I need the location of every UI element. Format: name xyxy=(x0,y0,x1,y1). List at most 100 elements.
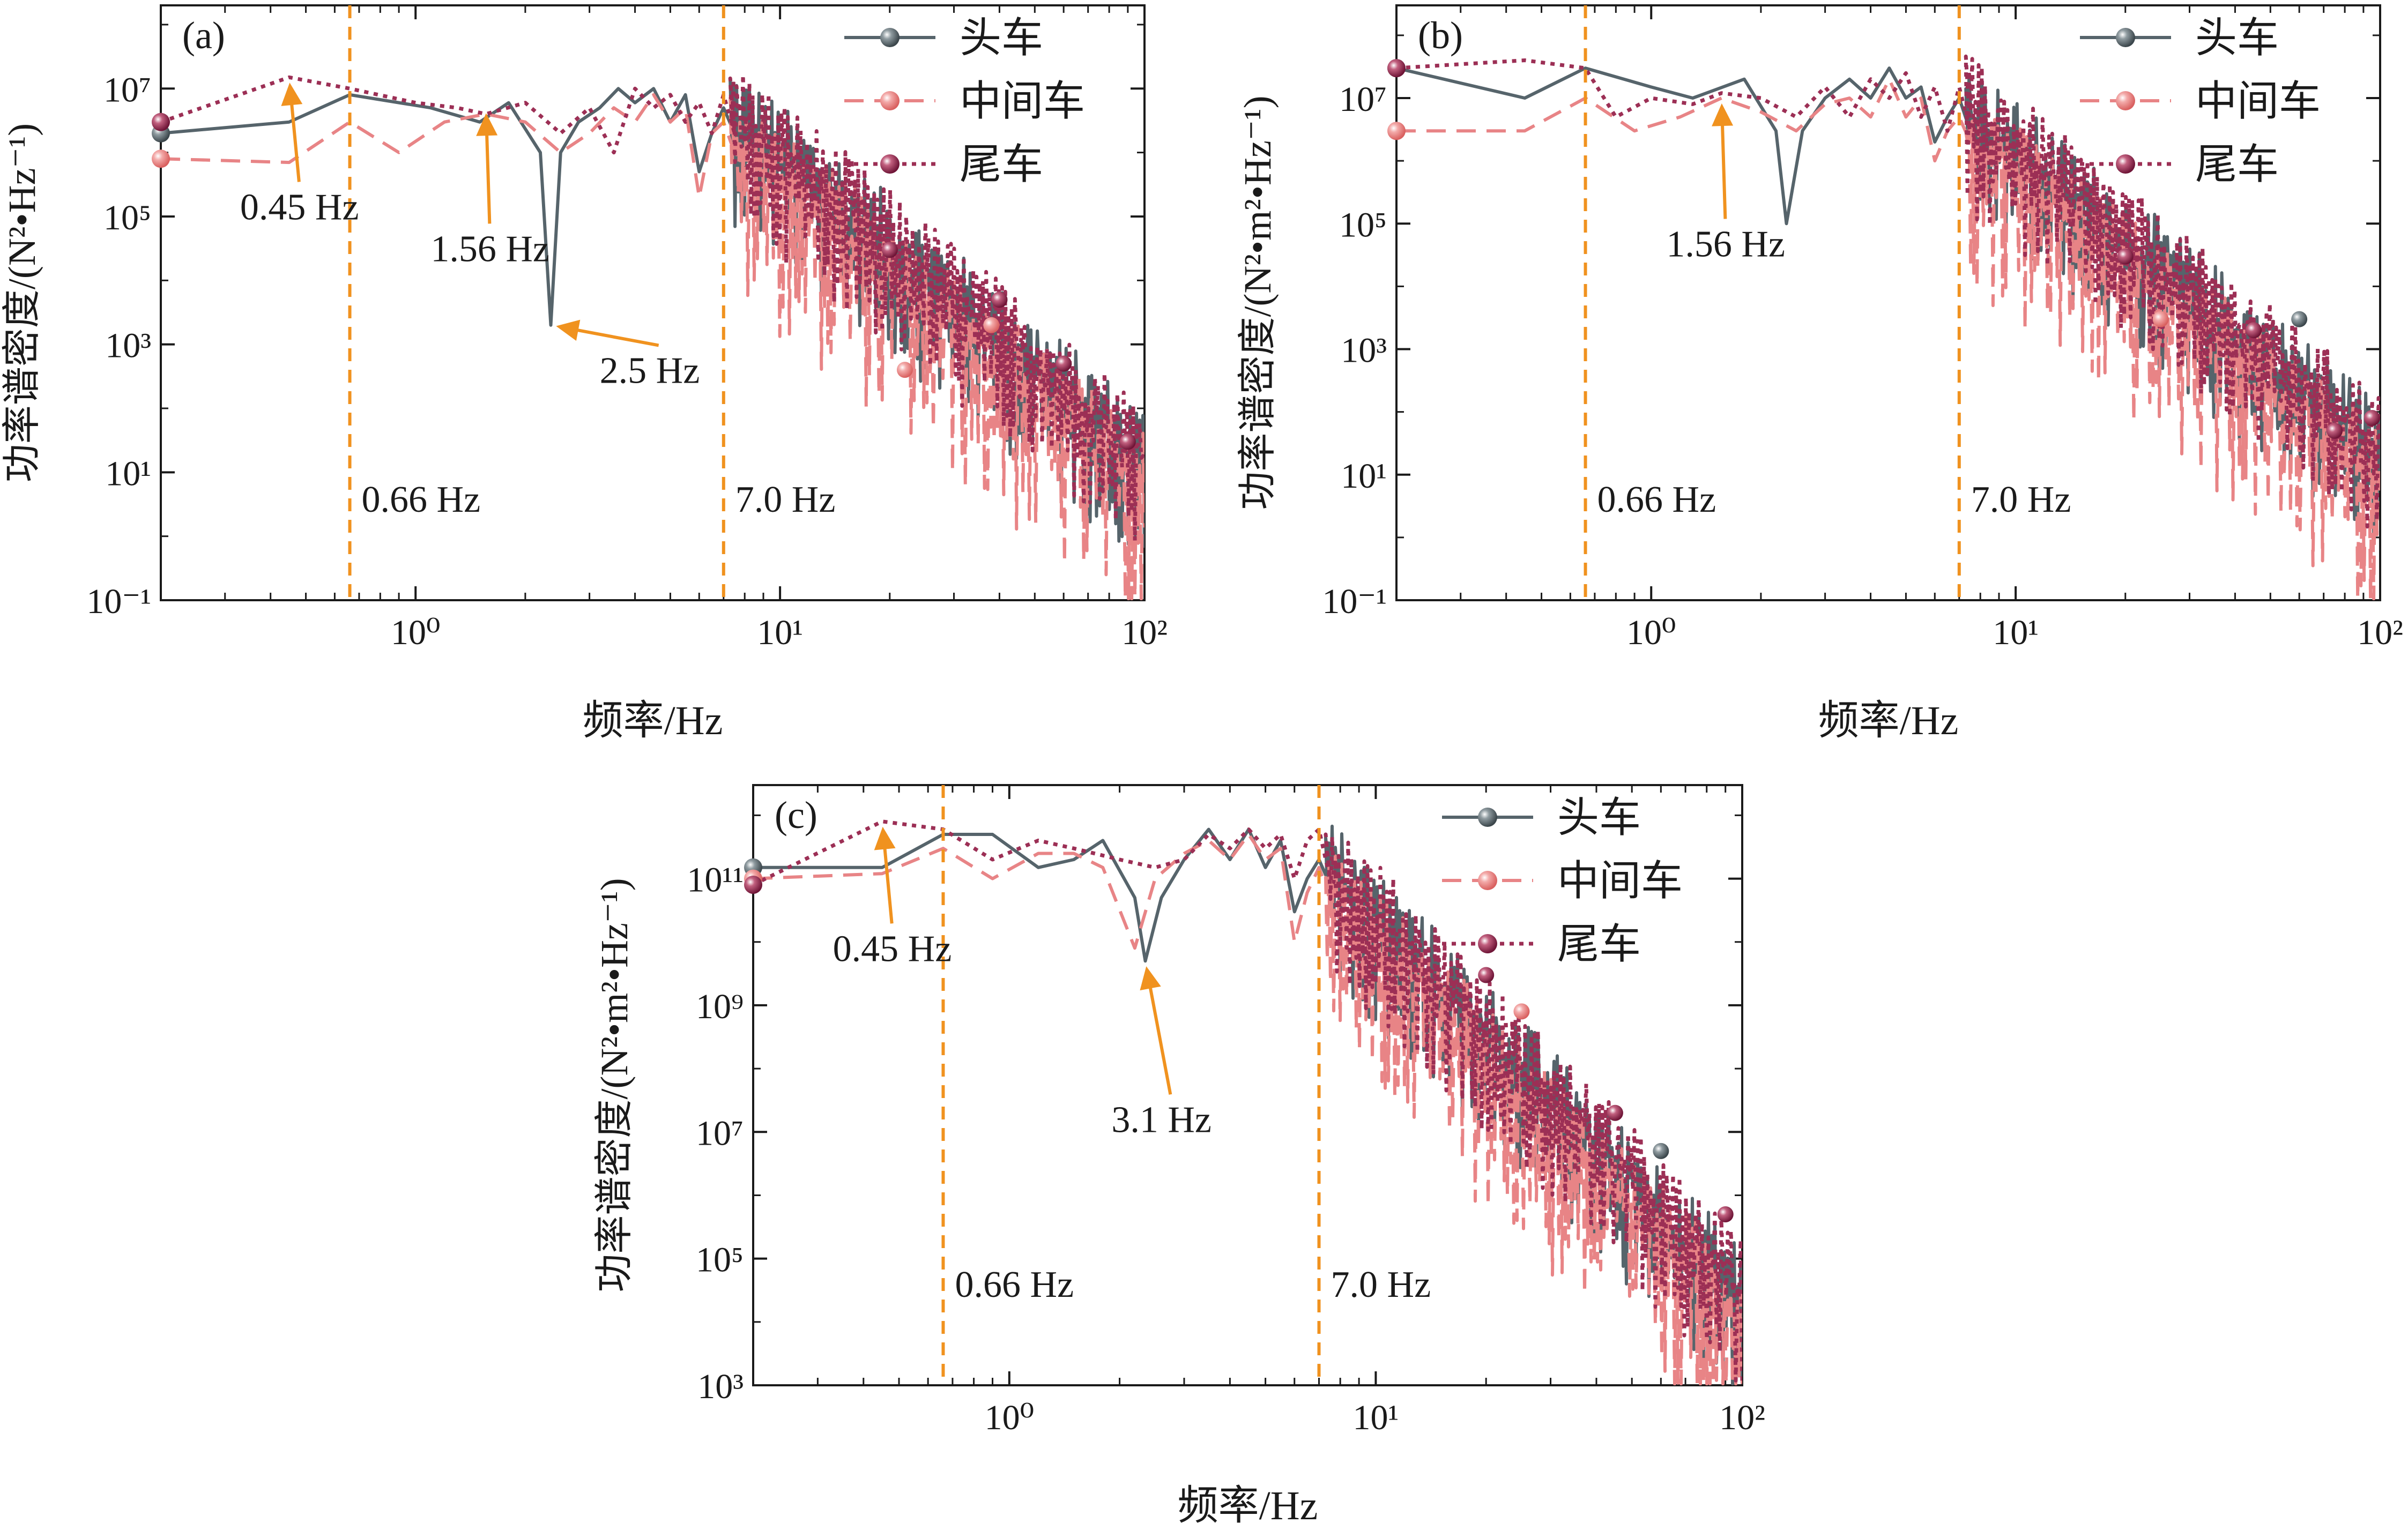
x-tick-label: 10⁰ xyxy=(391,613,440,652)
annotation-arrowhead xyxy=(556,319,581,341)
y-axis-label: 功率谱密度/(N²•Hz⁻¹) xyxy=(1,123,43,482)
annotation-arrow xyxy=(485,129,492,224)
plot-area xyxy=(753,819,1742,1385)
annotation-label: 3.1 Hz xyxy=(1111,1099,1212,1140)
series-marker-middle xyxy=(2152,311,2169,327)
legend-marker-head xyxy=(2116,28,2135,47)
series-line-middle xyxy=(753,833,1742,1385)
y-tick-label: 10¹¹ xyxy=(687,861,744,900)
x-tick-label: 10¹ xyxy=(1353,1398,1399,1437)
series-marker-tail xyxy=(1119,434,1136,450)
legend-label-tail: 尾车 xyxy=(2195,141,2279,188)
annotation-arrowhead xyxy=(1140,966,1161,991)
legend-label-middle: 中间车 xyxy=(960,78,1085,124)
legend-marker-tail xyxy=(880,154,900,174)
x-tick-label: 10⁰ xyxy=(985,1398,1034,1437)
guide-line-label: 0.66 Hz xyxy=(362,479,481,520)
x-tick-label: 10² xyxy=(1719,1398,1765,1437)
y-tick-label: 10⁻¹ xyxy=(86,582,151,621)
x-tick-label: 10⁰ xyxy=(1626,613,1676,652)
guide-line-label: 0.66 Hz xyxy=(1597,479,1716,520)
plot-frame xyxy=(160,4,1146,601)
x-axis-label: 频率/Hz xyxy=(583,698,723,743)
annotation-label: 1.56 Hz xyxy=(1666,223,1785,265)
series-start-marker-middle xyxy=(152,150,170,168)
y-tick-label: 10⁷ xyxy=(696,1114,744,1153)
annotation-arrow xyxy=(1147,982,1172,1095)
annotation-label: 0.45 Hz xyxy=(240,186,359,228)
series-line-head xyxy=(753,824,1742,1385)
series-line-tail xyxy=(161,73,1144,543)
x-tick-label: 10¹ xyxy=(1993,613,2039,652)
panel-label: (a) xyxy=(182,14,225,57)
annotation-arrow xyxy=(289,98,301,182)
x-tick-label: 10² xyxy=(1121,613,1168,652)
x-tick-label: 10¹ xyxy=(757,613,803,652)
series-marker-tail xyxy=(2327,422,2343,439)
plot-area xyxy=(161,73,1144,600)
x-axis-label: 频率/Hz xyxy=(1818,698,1959,743)
legend-label-middle: 中间车 xyxy=(2195,78,2321,124)
y-tick-label: 10⁵ xyxy=(1339,205,1387,244)
y-tick-label: 10⁵ xyxy=(103,198,151,237)
series-marker-head xyxy=(1653,1143,1669,1159)
y-tick-label: 10³ xyxy=(697,1367,744,1406)
legend-label-head: 头车 xyxy=(2195,14,2279,61)
guide-line-label: 0.66 Hz xyxy=(955,1264,1074,1305)
y-tick-label: 10⁷ xyxy=(103,70,151,109)
legend-label-middle: 中间车 xyxy=(1557,857,1683,904)
y-tick-label: 10⁻¹ xyxy=(1322,582,1387,621)
y-tick-label: 10¹ xyxy=(105,454,151,493)
legend-label-tail: 尾车 xyxy=(1557,921,1641,967)
series-start-marker-middle xyxy=(1387,122,1406,140)
series-marker-tail xyxy=(2246,322,2262,339)
series-marker-middle xyxy=(1513,1003,1530,1020)
series-start-marker-tail xyxy=(1387,59,1406,78)
y-tick-label: 10³ xyxy=(1341,331,1387,370)
legend-marker-head xyxy=(1478,808,1497,827)
legend-marker-middle xyxy=(1478,871,1497,890)
legend-marker-tail xyxy=(2116,154,2135,174)
annotation-arrow xyxy=(1720,119,1727,219)
series-start-marker-tail xyxy=(744,876,762,894)
annotation-arrowhead xyxy=(476,113,498,136)
series-line-tail xyxy=(1396,54,2380,529)
y-axis-label: 功率谱密度/(N²•m²•Hz⁻¹) xyxy=(593,878,636,1292)
series-start-marker-tail xyxy=(152,113,170,131)
legend-marker-tail xyxy=(1478,934,1497,953)
y-tick-label: 10⁷ xyxy=(1339,80,1387,119)
series-marker-tail xyxy=(991,292,1008,308)
series-marker-tail xyxy=(1717,1206,1734,1223)
legend-label-head: 头车 xyxy=(960,14,1043,61)
series-marker-head xyxy=(2291,311,2308,327)
legend-marker-head xyxy=(880,28,900,47)
legend-label-head: 头车 xyxy=(1557,794,1641,841)
annotation-arrowhead xyxy=(874,826,896,850)
chart-panel-1: 10⁰ 10¹ 10² 10⁻¹ 10¹ 10³ 10⁵ 10⁷ 频率/Hz 功率谱密度/(N²•… xyxy=(1,4,1168,743)
series-marker-middle xyxy=(896,362,913,378)
panel-label: (b) xyxy=(1418,14,1463,57)
guide-line-label: 7.0 Hz xyxy=(735,479,836,520)
series-marker-tail xyxy=(2117,248,2134,265)
plot-frame xyxy=(1395,4,2381,601)
y-axis-label: 功率谱密度/(N²•m²•Hz⁻¹) xyxy=(1236,95,1279,510)
legend-marker-middle xyxy=(2116,91,2135,110)
y-tick-label: 10⁵ xyxy=(696,1241,744,1280)
chart-panel-2: 10⁰ 10¹ 10² 10⁻¹ 10¹ 10³ 10⁵ 10⁷ 频率/Hz 功率谱密度/(N²•… xyxy=(1236,4,2403,743)
series-marker-tail xyxy=(1056,355,1072,372)
series-line-middle xyxy=(161,93,1144,600)
plot-frame xyxy=(752,784,1743,1386)
annotation-arrow xyxy=(571,327,659,347)
annotation-arrowhead xyxy=(1712,103,1734,126)
annotation-label: 1.56 Hz xyxy=(430,228,549,270)
x-axis-label: 频率/Hz xyxy=(1178,1483,1318,1523)
guide-line-label: 7.0 Hz xyxy=(1971,479,2071,520)
series-marker-tail xyxy=(2364,409,2380,426)
legend-label-tail: 尾车 xyxy=(960,141,1043,188)
y-tick-label: 10¹ xyxy=(1341,457,1387,496)
annotation-label: 2.5 Hz xyxy=(600,350,700,391)
legend-marker-middle xyxy=(880,91,900,110)
series-line-tail xyxy=(753,819,1742,1384)
series-marker-tail xyxy=(1478,967,1495,983)
